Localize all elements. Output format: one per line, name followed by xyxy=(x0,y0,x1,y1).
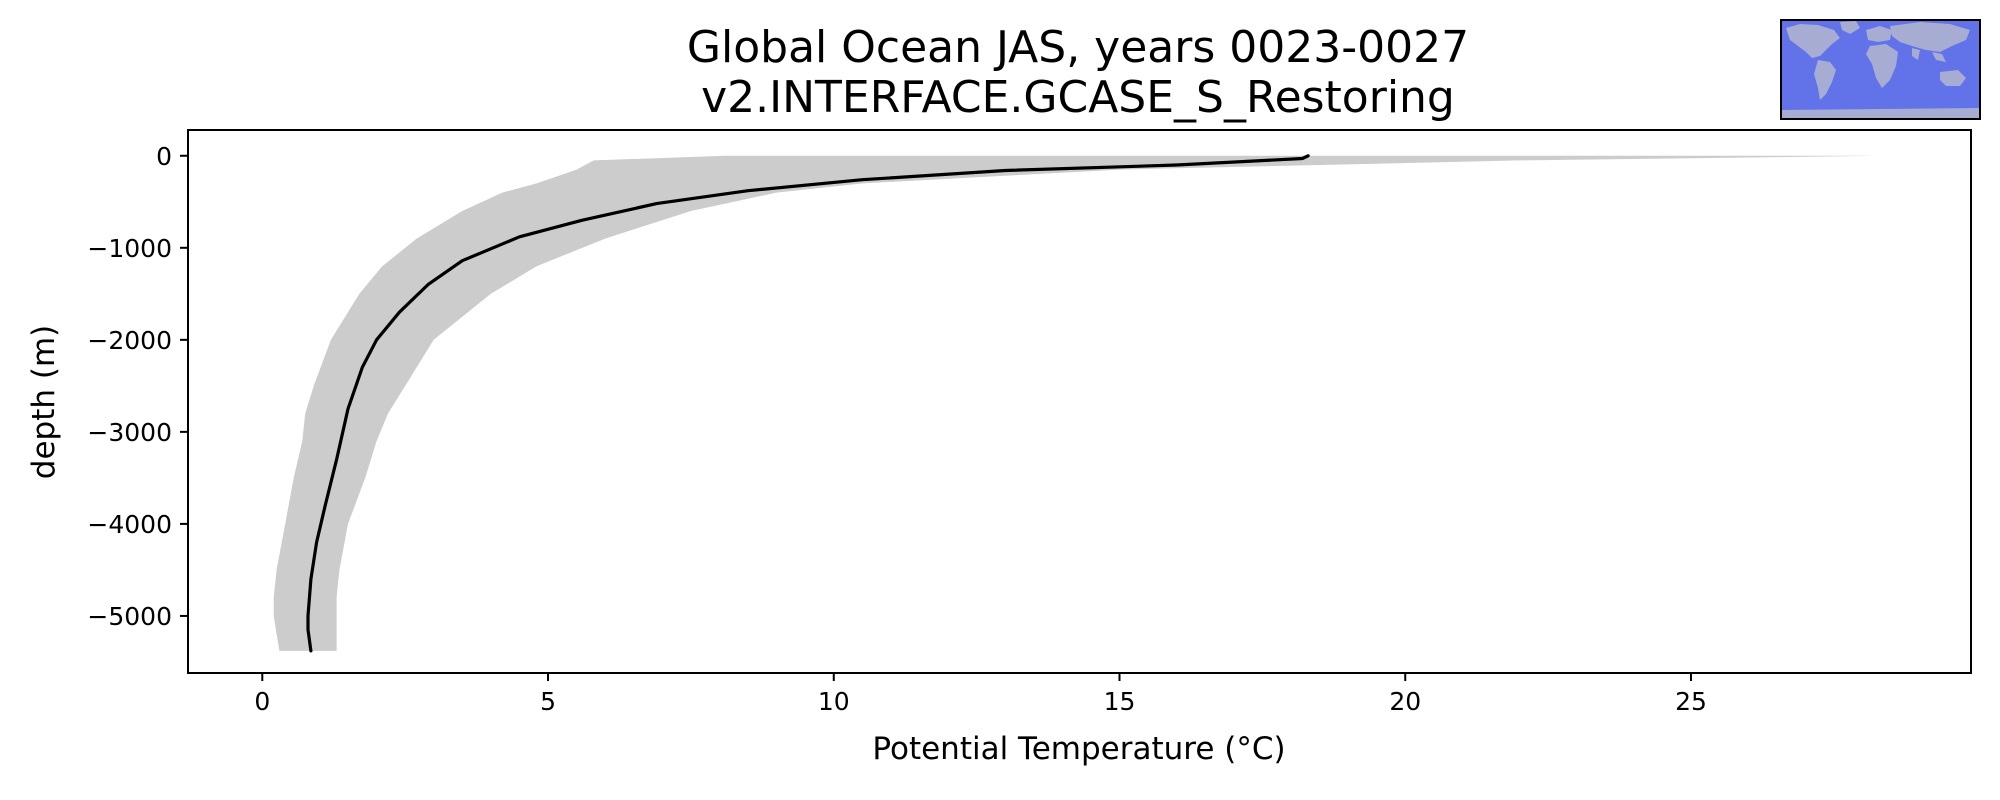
plot-area xyxy=(273,154,1880,653)
y-tick-label: −5000 xyxy=(87,602,172,631)
map-landmass xyxy=(1786,24,1840,58)
x-axis-label: Potential Temperature (°C) xyxy=(872,731,1285,767)
x-tick-label: 25 xyxy=(1675,687,1707,716)
map-landmass xyxy=(1932,52,1946,62)
chart-subtitle: v2.INTERFACE.GCASE_S_Restoring xyxy=(701,72,1455,123)
x-tick-label: 5 xyxy=(540,687,556,716)
x-axis: 0 5 10 15 20 25 xyxy=(254,673,1707,716)
map-landmass xyxy=(1840,21,1860,34)
x-tick-label: 0 xyxy=(254,687,270,716)
map-landmass xyxy=(1912,48,1920,60)
chart-title: Global Ocean JAS, years 0023-0027 xyxy=(687,22,1469,73)
temperature-range-band xyxy=(273,155,1880,651)
map-landmass xyxy=(1814,60,1836,100)
x-tick-label: 20 xyxy=(1389,687,1421,716)
y-tick-label: −1000 xyxy=(87,234,172,263)
y-axis: 0 −1000 −2000 −3000 −4000 −5000 xyxy=(87,142,188,631)
map-landmass xyxy=(1940,70,1966,86)
map-land xyxy=(1781,21,1980,119)
world-map-inset xyxy=(1780,19,1981,120)
map-landmass xyxy=(1866,44,1898,88)
y-tick-label: −4000 xyxy=(87,510,172,539)
y-tick-label: 0 xyxy=(156,142,172,171)
x-tick-label: 10 xyxy=(818,687,850,716)
y-axis-label: depth (m) xyxy=(26,325,62,479)
mean-temperature-line xyxy=(306,154,1310,653)
map-landmass xyxy=(1866,26,1892,42)
y-tick-label: −2000 xyxy=(87,326,172,355)
y-tick-label: −3000 xyxy=(87,418,172,447)
axes-frame xyxy=(187,129,1972,674)
x-tick-label: 15 xyxy=(1104,687,1136,716)
map-landmass xyxy=(1781,108,1980,119)
map-border xyxy=(1780,19,1981,120)
map-landmass xyxy=(1890,22,1970,52)
